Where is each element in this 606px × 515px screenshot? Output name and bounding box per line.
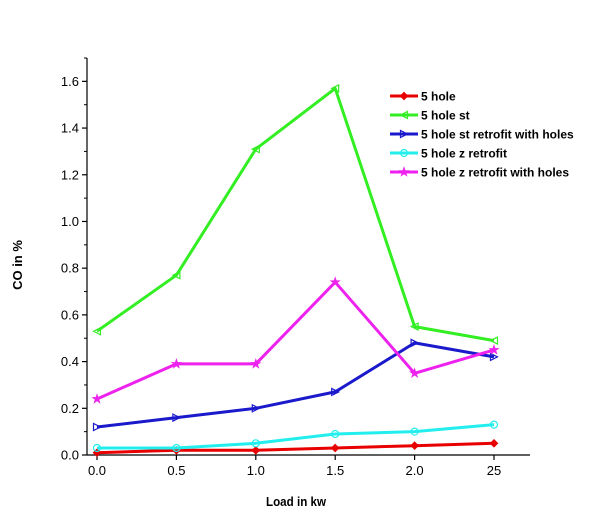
legend-label: 5 hole st — [421, 109, 470, 123]
data-point — [250, 144, 260, 154]
data-point — [410, 338, 420, 348]
data-point — [251, 439, 260, 448]
data-point — [170, 358, 182, 369]
data-point — [250, 358, 262, 369]
data-point — [489, 420, 499, 429]
data-point — [410, 441, 419, 451]
x-tick-label: 0.5 — [167, 463, 185, 478]
series-2 — [92, 338, 499, 432]
series-line — [97, 423, 495, 450]
data-point — [489, 438, 499, 448]
data-point — [92, 443, 102, 453]
data-point — [172, 443, 181, 453]
data-point — [489, 336, 499, 346]
y-ticks: 0.0 0.2 0.4 0.6 0.8 1.0 1.2 1.4 1.6 — [61, 57, 87, 463]
y-tick-label: 1.2 — [61, 167, 79, 182]
legend-label: 5 hole z retrofit with holes — [421, 166, 569, 180]
data-point — [488, 344, 500, 355]
y-tick-label: 0.6 — [61, 307, 79, 322]
data-point — [329, 276, 341, 287]
data-point — [398, 166, 410, 177]
y-axis-title: CO in % — [10, 240, 25, 290]
data-point — [92, 422, 102, 432]
data-point — [331, 387, 341, 397]
data-point — [251, 403, 261, 413]
data-point — [330, 443, 340, 453]
data-point — [331, 429, 340, 439]
data-point — [171, 270, 181, 280]
y-tick-label: 0.4 — [61, 354, 79, 369]
legend-label: 5 hole z retrofit — [421, 147, 507, 161]
legend: 5 hole 5 hole st 5 hole st retrofit with h… — [386, 82, 598, 184]
x-tick-label: 0.0 — [88, 463, 106, 478]
data-point — [399, 129, 409, 139]
series-1 — [92, 83, 499, 346]
data-point — [172, 413, 182, 423]
legend-box — [386, 82, 598, 184]
series-line — [96, 86, 495, 343]
series-group — [91, 83, 500, 458]
series-3 — [92, 420, 499, 453]
data-point — [330, 83, 340, 93]
x-tick-label: 2.0 — [406, 463, 424, 478]
legend-label: 5 hole — [421, 90, 456, 104]
series-4 — [91, 276, 500, 404]
data-point — [399, 91, 409, 101]
x-ticks: 0.0 0.5 1.0 1.5 2.0 25 — [88, 455, 501, 478]
axes — [86, 58, 530, 456]
series-line — [96, 280, 495, 401]
y-tick-label: 1.4 — [61, 121, 79, 136]
data-point — [91, 393, 103, 404]
y-tick-label: 0.2 — [61, 401, 79, 416]
data-point — [399, 148, 409, 158]
series-line — [96, 441, 495, 455]
y-tick-label: 0.0 — [61, 448, 79, 463]
data-point — [409, 367, 421, 379]
x-axis-title: Load in kw — [266, 494, 327, 509]
data-point — [489, 352, 499, 362]
y-tick-label: 1.0 — [61, 214, 79, 229]
legend-label: 5 hole st retrofit with holes — [421, 128, 574, 142]
series-line — [96, 341, 495, 429]
data-point — [92, 326, 102, 336]
y-tick-label: 0.8 — [61, 261, 79, 276]
x-tick-label: 1.0 — [247, 463, 265, 478]
data-point — [409, 322, 419, 332]
data-point — [399, 110, 409, 120]
x-tick-label: 25 — [487, 463, 501, 478]
data-point — [410, 427, 419, 436]
y-tick-label: 1.6 — [61, 74, 79, 89]
data-point — [251, 445, 261, 455]
x-tick-label: 1.5 — [326, 463, 344, 478]
